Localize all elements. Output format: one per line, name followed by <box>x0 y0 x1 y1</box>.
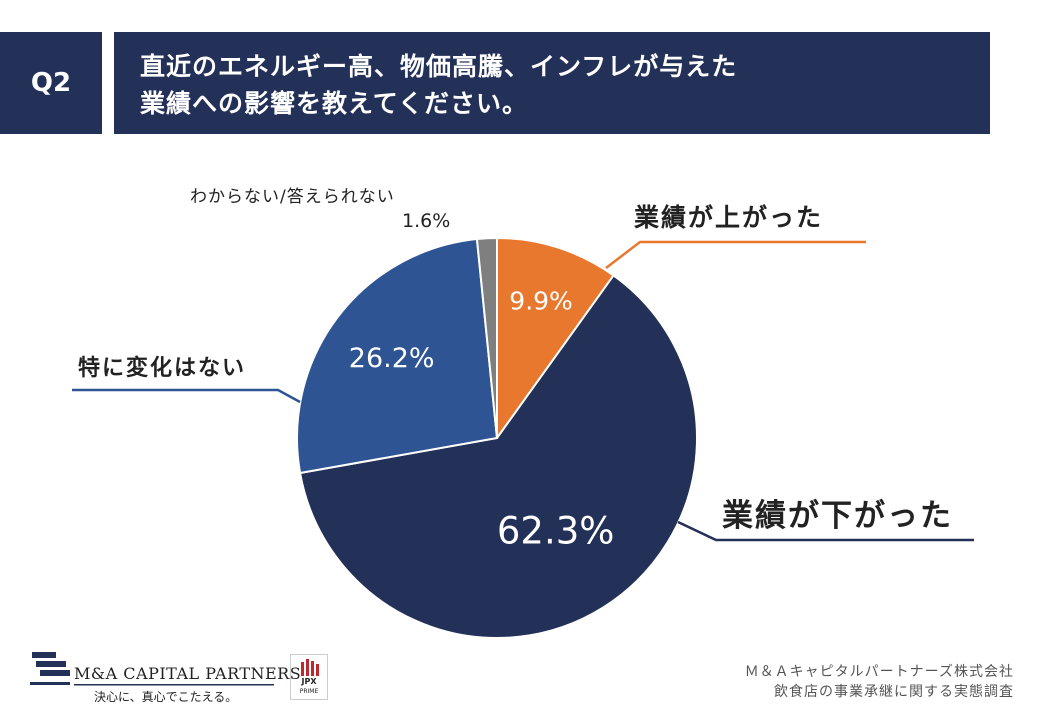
logo-underline <box>74 684 274 686</box>
leader-lines <box>72 240 974 542</box>
label-no-change: 特に変化はない <box>78 356 247 381</box>
label-unknown: わからない/答えられない <box>190 187 395 207</box>
logo-tagline: 決心に、真心でこたえる。 <box>94 690 238 704</box>
label-performance-up: 業績が上がった <box>634 203 824 232</box>
jpx-prime-logo: JPX PRIME <box>290 654 328 700</box>
pie-slice-no-change <box>296 237 499 475</box>
value-label-up: 9.9% <box>509 286 573 315</box>
value-label-unknown: 1.6% <box>402 210 451 232</box>
leader-line-up <box>605 240 866 269</box>
value-label-no-change: 26.2% <box>349 343 435 374</box>
logo-mark-icon <box>30 652 70 685</box>
jpx-sub: PRIME <box>299 688 319 695</box>
pie-slice-down <box>298 274 698 639</box>
jpx-text: JPX <box>301 677 317 686</box>
company-logo: M&A CAPITAL PARTNERS 決心に、真心でこたえる。 <box>30 650 301 706</box>
question-title: 直近のエネルギー高、物価高騰、インフレが与えた 業績への影響を教えてください。 <box>114 32 990 134</box>
source-line2: 飲食店の事業承継に関する実態調査 <box>774 684 1014 700</box>
question-number-badge: Q2 <box>0 32 102 134</box>
label-performance-down: 業績が下がった <box>722 498 953 534</box>
question-title-line1: 直近のエネルギー高、物価高騰、インフレが与えた <box>140 52 738 81</box>
leader-line-down <box>677 520 974 542</box>
logo-name: M&A CAPITAL PARTNERS <box>74 664 302 683</box>
leader-line-none <box>72 388 301 404</box>
source-note: Ｍ＆Ａキャピタルパートナーズ株式会社 飲食店の事業承継に関する実態調査 <box>745 662 1014 702</box>
question-number: Q2 <box>30 68 72 98</box>
question-title-line2: 業績への影響を教えてください。 <box>140 89 529 118</box>
source-line1: Ｍ＆Ａキャピタルパートナーズ株式会社 <box>744 664 1014 680</box>
jpx-mark-icon <box>301 659 319 676</box>
value-label-down: 62.3% <box>497 510 615 553</box>
pie-slice-up <box>496 236 615 442</box>
pie-slice-unknown <box>475 236 498 439</box>
